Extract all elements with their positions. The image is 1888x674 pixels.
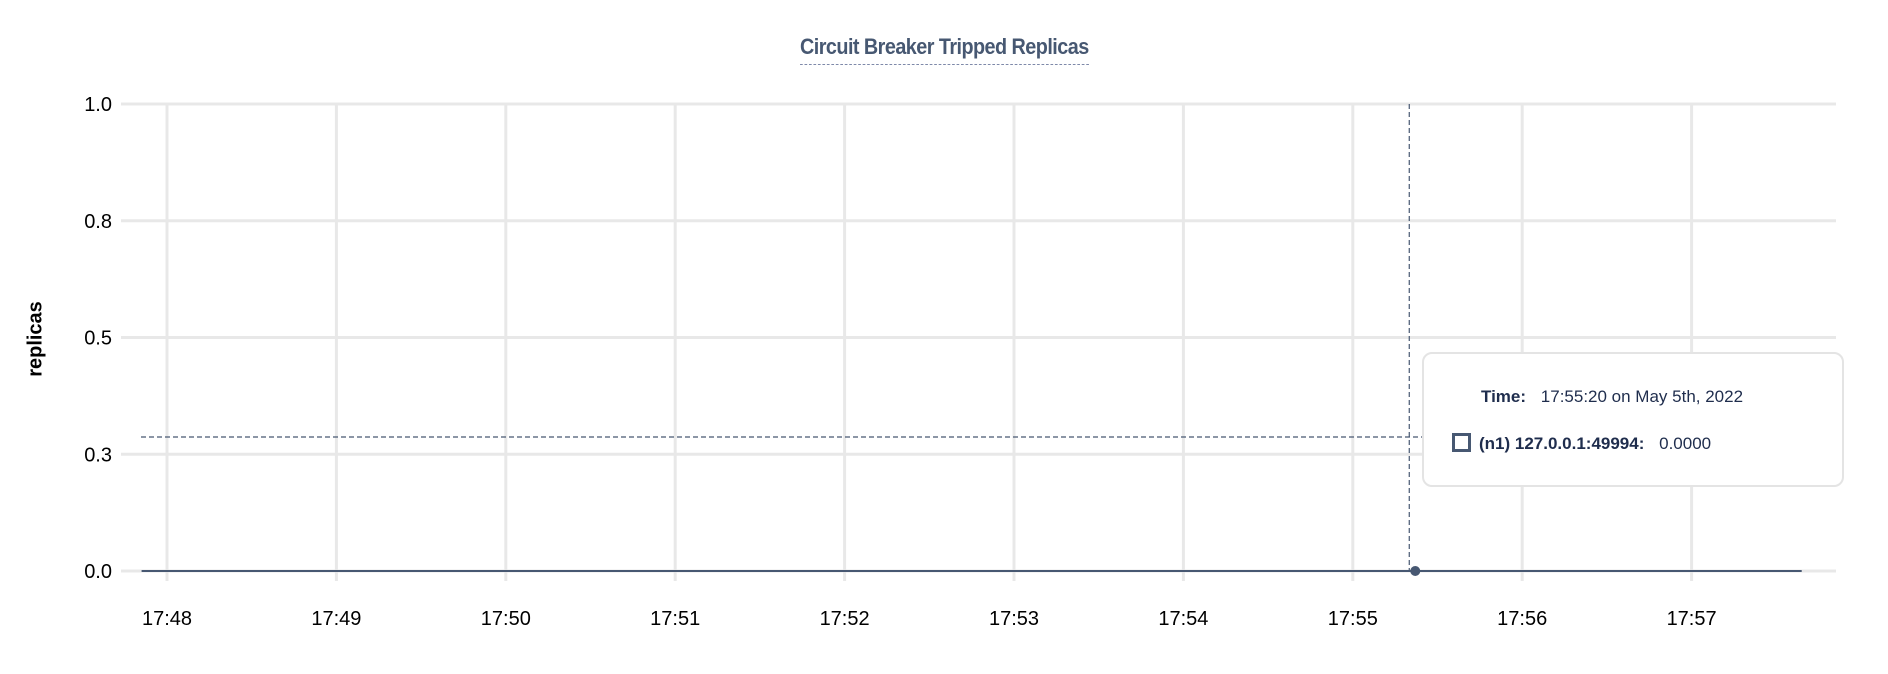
y-tick-label: 0.5 [84,328,112,350]
tooltip: Time: 17:55:20 on May 5th, 2022 (n1) 127… [1422,352,1844,487]
x-tick-label: 17:48 [142,608,192,630]
x-tick-label: 17:55 [1328,608,1378,630]
tooltip-time-value: 17:55:20 on May 5th, 2022 [1540,387,1744,406]
tooltip-series-label: (n1) 127.0.0.1:49994: [1479,434,1645,453]
tooltip-series-value: 0.0000 [1659,434,1712,453]
x-tick-label: 17:50 [481,608,531,630]
chart-title[interactable]: Circuit Breaker Tripped Replicas [0,34,1888,65]
hover-point [1410,566,1421,576]
x-tick-label: 17:57 [1667,608,1717,630]
series-swatch-icon [1452,433,1471,452]
x-tick-label: 17:51 [650,608,700,630]
y-tick-label: 0.3 [84,444,112,466]
x-tick-label: 17:53 [989,608,1039,630]
y-tick-label: 0.0 [84,561,112,583]
y-tick-label: 1.0 [84,94,112,116]
x-tick-label: 17:56 [1497,608,1547,630]
x-tick-label: 17:49 [311,608,361,630]
tooltip-time-label: Time: [1481,387,1527,406]
x-tick-label: 17:52 [820,608,870,630]
x-tick-label: 17:54 [1158,608,1208,630]
y-tick-label: 0.8 [84,211,112,233]
